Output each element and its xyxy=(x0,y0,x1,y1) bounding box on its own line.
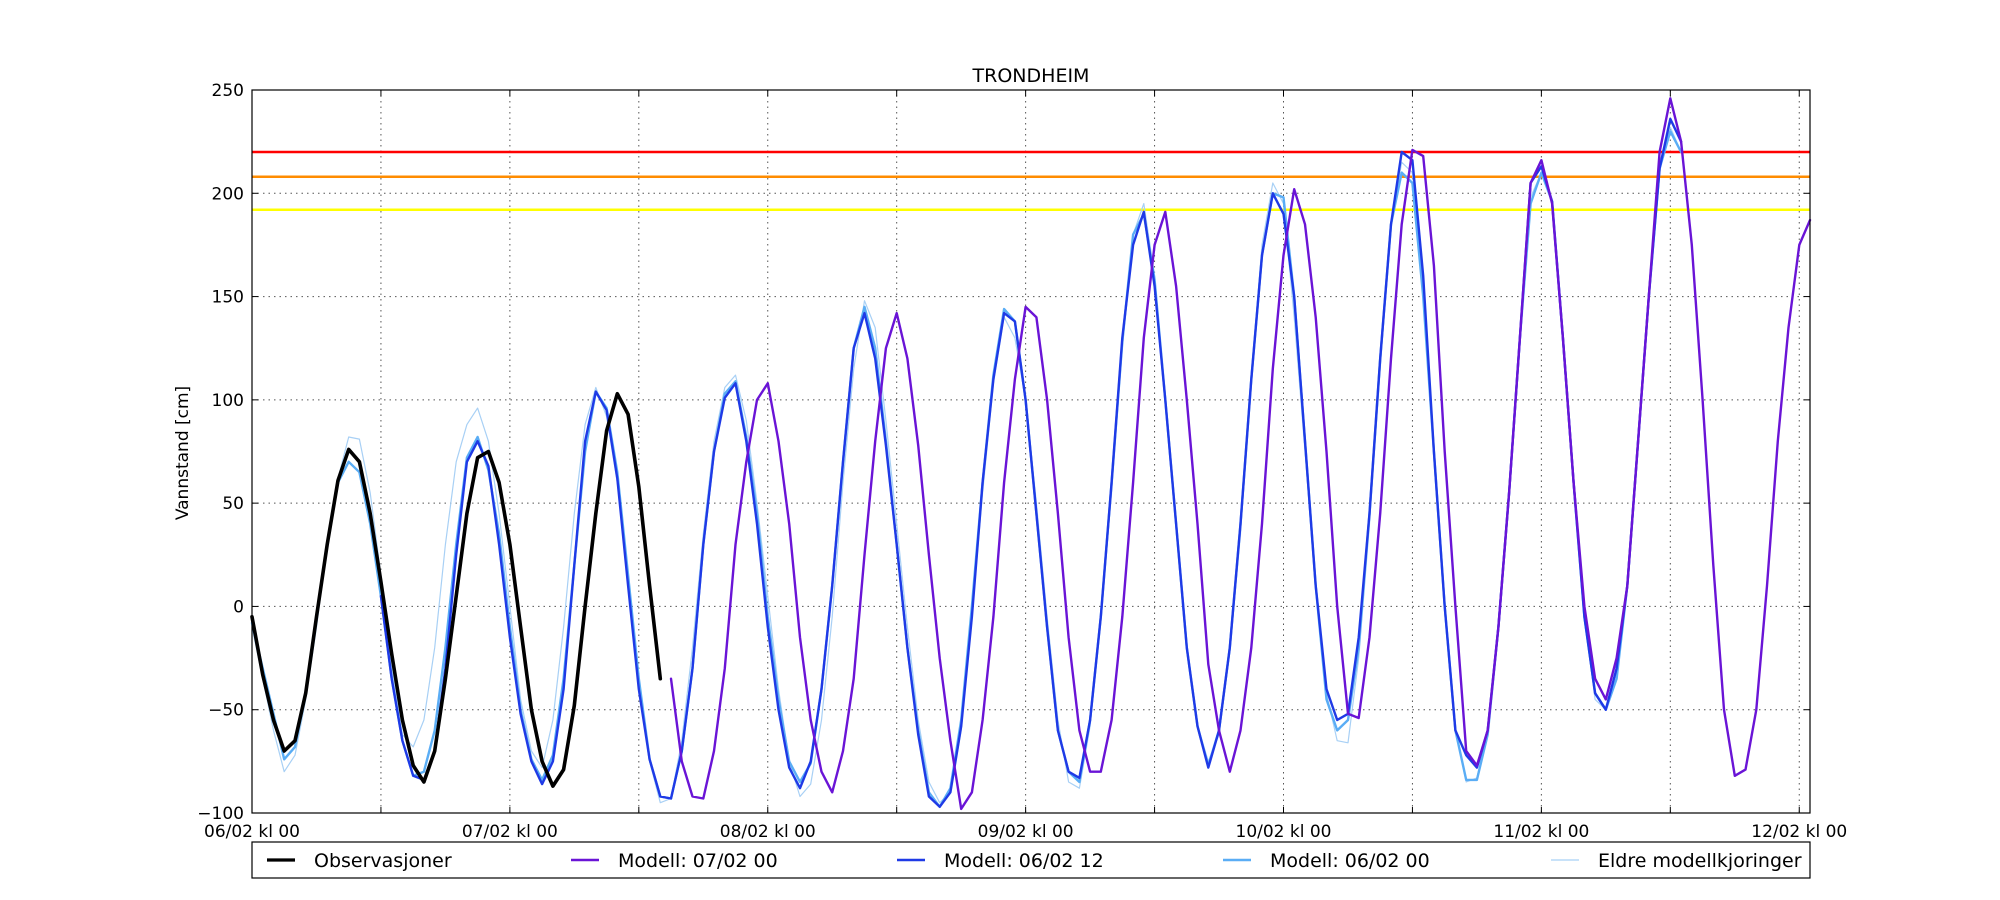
legend-label: Eldre modellkjoringer xyxy=(1598,850,1802,872)
y-tick-label: −100 xyxy=(197,804,244,824)
axis-ticks: −100 −50 0 50 100 150 200 250 06/02 kl 00 07/02 k… xyxy=(197,81,1847,842)
y-axis-label: Vannstand [cm] xyxy=(173,386,193,520)
x-tick-label: 08/02 kl 00 xyxy=(720,822,816,842)
x-tick-label: 06/02 kl 00 xyxy=(204,822,300,842)
y-tick-label: −50 xyxy=(208,701,244,721)
x-tick-label: 10/02 kl 00 xyxy=(1236,822,1332,842)
y-tick-label: 150 xyxy=(212,288,244,308)
x-tick-label: 11/02 kl 00 xyxy=(1493,822,1589,842)
chart-title: TRONDHEIM xyxy=(972,65,1090,87)
legend-label: Observasjoner xyxy=(314,850,452,872)
y-tick-label: 50 xyxy=(222,494,244,514)
y-tick-label: 100 xyxy=(212,391,244,411)
x-tick-label: 12/02 kl 00 xyxy=(1751,822,1847,842)
legend: Observasjoner Modell: 07/02 00 Modell: 06/… xyxy=(251,841,1811,879)
threshold-lines xyxy=(252,150,1810,212)
x-tick-label: 07/02 kl 00 xyxy=(462,822,558,842)
series-lines xyxy=(250,97,1812,811)
plot-frame xyxy=(251,89,1811,814)
y-tick-label: 200 xyxy=(212,184,244,204)
legend-frame xyxy=(251,841,1811,879)
series-line xyxy=(379,117,1683,808)
legend-label: Modell: 07/02 00 xyxy=(618,850,778,872)
y-tick-label: 250 xyxy=(212,81,244,101)
x-tick-label: 09/02 kl 00 xyxy=(978,822,1074,842)
series-line xyxy=(250,391,663,788)
legend-label: Modell: 06/02 12 xyxy=(944,850,1104,872)
y-tick-label: 0 xyxy=(233,597,244,617)
series-line xyxy=(669,97,1812,811)
legend-label: Modell: 06/02 00 xyxy=(1270,850,1430,872)
